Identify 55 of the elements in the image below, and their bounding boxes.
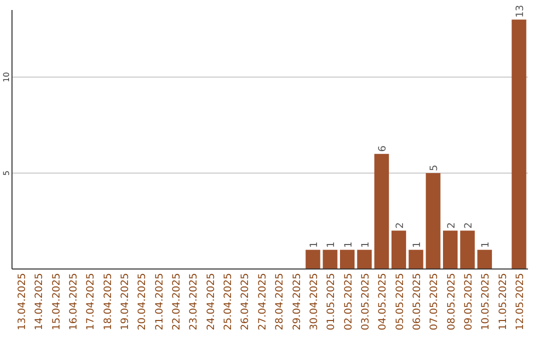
x-tick-label: 16.04.2025 [68,273,80,330]
x-tick-label: 18.04.2025 [102,273,114,330]
x-tick-label: 10.05.2025 [480,273,492,330]
data-label: 1 [412,241,423,248]
bar [477,250,492,269]
x-tick-label: 23.04.2025 [188,273,200,330]
x-tick-label: 22.04.2025 [172,273,183,330]
x-tick-label: 13.04.2025 [17,273,28,330]
x-tick-label: 03.05.2025 [360,273,372,330]
x-tick-label: 20.04.2025 [137,273,148,330]
x-tick-label: 17.04.2025 [86,273,97,330]
x-tick-label: 08.05.2025 [446,273,458,330]
x-tick-label: 14.04.2025 [34,273,46,330]
x-tick-label: 15.04.2025 [51,273,62,330]
bar [408,250,424,269]
x-tick-label: 24.04.2025 [206,273,217,330]
bar [460,230,475,269]
data-label: 1 [480,241,492,248]
x-tick-label: 07.05.2025 [429,273,440,330]
x-tick-label: 19.04.2025 [120,273,132,330]
x-tick-label: 09.05.2025 [463,273,474,330]
x-tick-label: 06.05.2025 [412,273,423,330]
y-tick-label: 10 [2,72,11,82]
bar [357,250,372,269]
x-tick-label: 12.05.2025 [514,273,526,330]
data-label: 2 [463,222,474,229]
bar [391,230,406,269]
x-tick-label: 29.04.2025 [292,273,303,330]
x-tick-label: 26.04.2025 [240,273,252,330]
data-label: 6 [378,146,389,152]
data-label: 1 [308,241,320,248]
data-label: 1 [326,241,338,248]
x-tick-label: 25.04.2025 [223,273,234,330]
bar [512,20,526,269]
x-tick-label: 27.04.2025 [257,273,268,330]
bar [340,250,355,269]
bar [306,250,320,269]
data-label: 2 [394,222,406,229]
data-label: 1 [360,241,372,248]
x-tick-label: 21.04.2025 [154,273,166,330]
data-label: 13 [514,4,526,18]
x-tick-label: 04.05.2025 [378,273,389,330]
x-tick-label: 11.05.2025 [498,273,509,330]
x-tick-label: 05.05.2025 [394,273,406,330]
x-tick-label: 30.04.2025 [308,273,320,330]
bar [426,173,440,269]
data-label: 5 [429,164,440,172]
data-label: 2 [446,222,458,229]
x-tick-label: 01.05.2025 [326,273,338,330]
bar [322,250,338,269]
x-tick-label: 28.04.2025 [274,273,286,330]
x-tick-label: 02.05.2025 [343,273,354,330]
bar [374,154,389,269]
data-label: 1 [343,241,354,248]
bar [443,230,458,269]
